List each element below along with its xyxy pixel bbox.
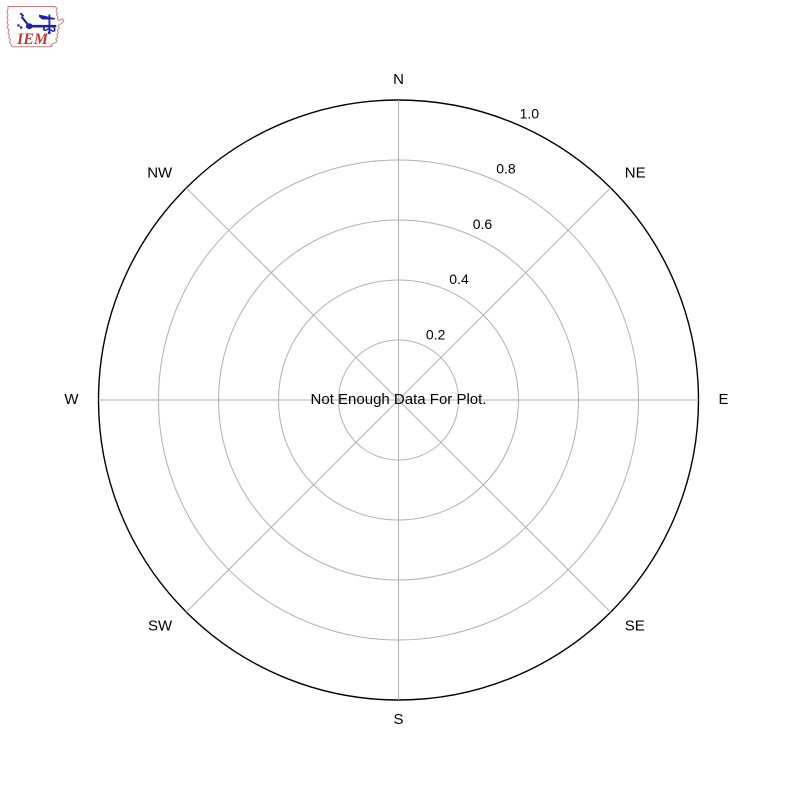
svg-text:S: S <box>393 711 403 728</box>
svg-text:NW: NW <box>147 165 173 182</box>
svg-text:N: N <box>393 71 404 88</box>
svg-text:0.2: 0.2 <box>426 326 446 342</box>
svg-text:IEM: IEM <box>16 31 49 48</box>
svg-text:0.8: 0.8 <box>496 161 516 177</box>
svg-text:Not Enough Data For Plot.: Not Enough Data For Plot. <box>311 391 487 408</box>
svg-text:W: W <box>64 391 79 408</box>
svg-text:E: E <box>719 391 729 408</box>
svg-text:0.4: 0.4 <box>449 271 469 287</box>
svg-text:NE: NE <box>625 165 646 182</box>
svg-text:0.6: 0.6 <box>473 216 493 232</box>
svg-text:SW: SW <box>148 617 173 634</box>
svg-text:1.0: 1.0 <box>520 105 540 121</box>
svg-text:SE: SE <box>625 617 645 634</box>
